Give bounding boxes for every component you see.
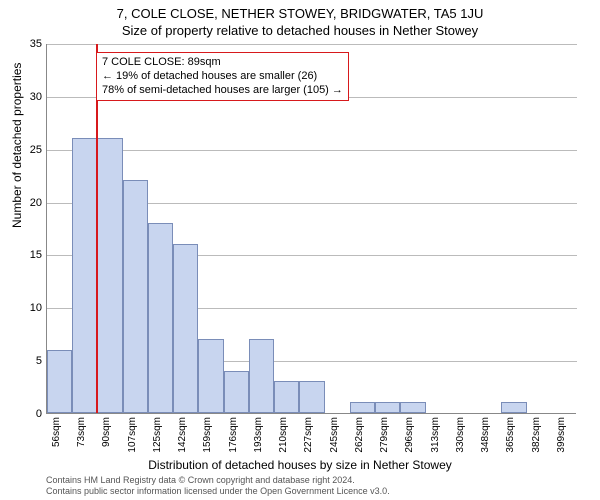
- annotation-larger: 78% of semi-detached houses are larger (…: [102, 84, 343, 98]
- histogram-bar: [501, 402, 526, 413]
- y-tick-label: 10: [12, 302, 42, 314]
- footer-line2: Contains public sector information licen…: [46, 486, 390, 497]
- y-tick-label: 30: [12, 91, 42, 103]
- histogram-bar: [224, 371, 249, 413]
- histogram-bar: [249, 339, 274, 413]
- footer-line1: Contains HM Land Registry data © Crown c…: [46, 475, 390, 486]
- histogram-bar: [72, 138, 97, 413]
- histogram-bar: [198, 339, 223, 413]
- histogram-bar: [173, 244, 198, 413]
- histogram-bar: [47, 350, 72, 413]
- annotation-title: 7 COLE CLOSE: 89sqm: [102, 56, 343, 70]
- y-tick-label: 5: [12, 355, 42, 367]
- histogram-bar: [375, 402, 400, 413]
- chart-address-title: 7, COLE CLOSE, NETHER STOWEY, BRIDGWATER…: [0, 0, 600, 21]
- y-tick-label: 25: [12, 144, 42, 156]
- histogram-bar: [350, 402, 375, 413]
- x-axis-title: Distribution of detached houses by size …: [0, 458, 600, 472]
- histogram-bar: [148, 223, 173, 413]
- annotation-smaller: ← 19% of detached houses are smaller (26…: [102, 70, 343, 84]
- gridline: [47, 44, 577, 45]
- histogram-bar: [123, 180, 148, 413]
- y-tick-label: 0: [12, 408, 42, 420]
- marker-annotation: 7 COLE CLOSE: 89sqm ← 19% of detached ho…: [96, 52, 349, 101]
- histogram-bar: [400, 402, 425, 413]
- histogram-bar: [274, 381, 299, 413]
- gridline: [47, 150, 577, 151]
- chart-subtitle: Size of property relative to detached ho…: [0, 21, 600, 42]
- attribution-footer: Contains HM Land Registry data © Crown c…: [46, 475, 390, 497]
- histogram-bar: [299, 381, 324, 413]
- histogram-bar: [97, 138, 122, 413]
- y-tick-label: 20: [12, 197, 42, 209]
- chart-area: 0510152025303556sqm73sqm90sqm107sqm125sq…: [46, 44, 576, 414]
- y-tick-label: 15: [12, 249, 42, 261]
- y-tick-label: 35: [12, 38, 42, 50]
